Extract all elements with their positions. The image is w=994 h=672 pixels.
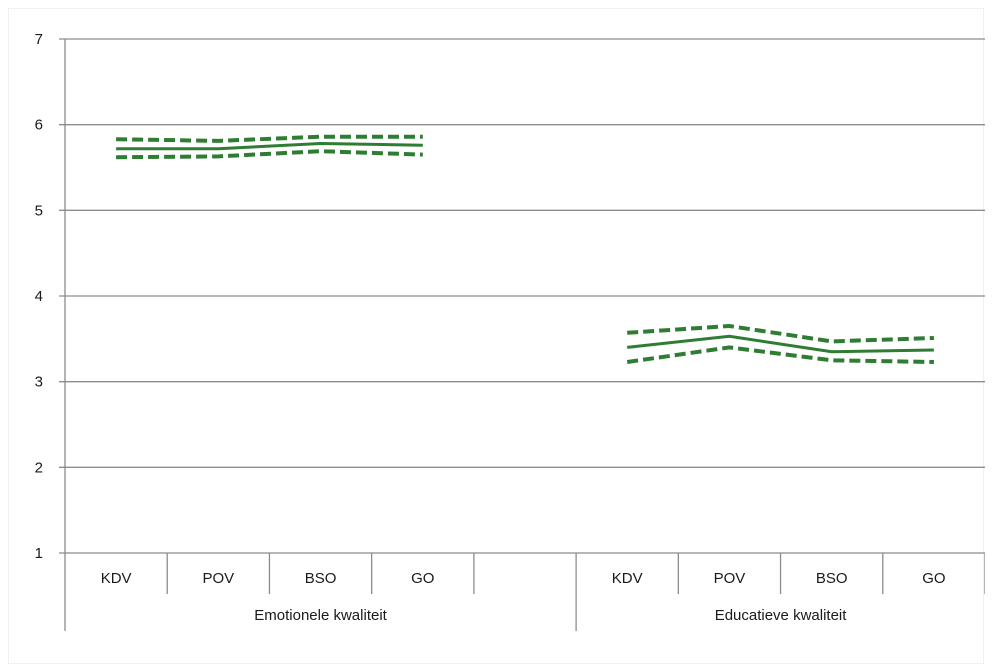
group-label: Educatieve kwaliteit bbox=[715, 607, 848, 624]
category-label: KDV bbox=[101, 570, 132, 587]
group-label: Emotionele kwaliteit bbox=[254, 607, 387, 624]
category-label: POV bbox=[714, 570, 746, 587]
lower-bound-line bbox=[626, 345, 934, 364]
y-tick-label: 3 bbox=[35, 374, 43, 391]
y-tick-label: 1 bbox=[35, 545, 43, 562]
y-tick-label: 2 bbox=[35, 459, 43, 476]
category-label: BSO bbox=[305, 570, 337, 587]
mean-line bbox=[116, 141, 423, 151]
category-label: KDV bbox=[612, 570, 643, 587]
mean-line bbox=[627, 334, 934, 354]
y-tick-label: 6 bbox=[35, 117, 43, 134]
upper-bound-line bbox=[116, 134, 423, 143]
category-label: GO bbox=[411, 570, 434, 587]
x-axis: KDV POV BSO GO KDV POV BSO GO Emotionele kwalite… bbox=[64, 553, 986, 631]
upper-bound-line bbox=[627, 323, 934, 344]
category-label: POV bbox=[202, 570, 234, 587]
lower-bound-line bbox=[116, 149, 423, 160]
y-axis-ticks: 1 2 3 4 5 6 7 bbox=[35, 31, 43, 562]
y-tick-label: 5 bbox=[35, 202, 43, 219]
gridlines bbox=[59, 38, 985, 554]
series bbox=[116, 134, 934, 364]
category-label: BSO bbox=[816, 570, 848, 587]
y-tick-label: 4 bbox=[35, 288, 43, 305]
chart-frame: 1 2 3 4 5 6 7 KDV POV BSO GO KDV POV BSO GO Emotionele… bbox=[8, 8, 986, 664]
y-tick-label: 7 bbox=[35, 31, 43, 48]
category-label: GO bbox=[922, 570, 945, 587]
line-chart: 1 2 3 4 5 6 7 KDV POV BSO GO KDV POV BSO GO Emotionele… bbox=[35, 31, 986, 631]
